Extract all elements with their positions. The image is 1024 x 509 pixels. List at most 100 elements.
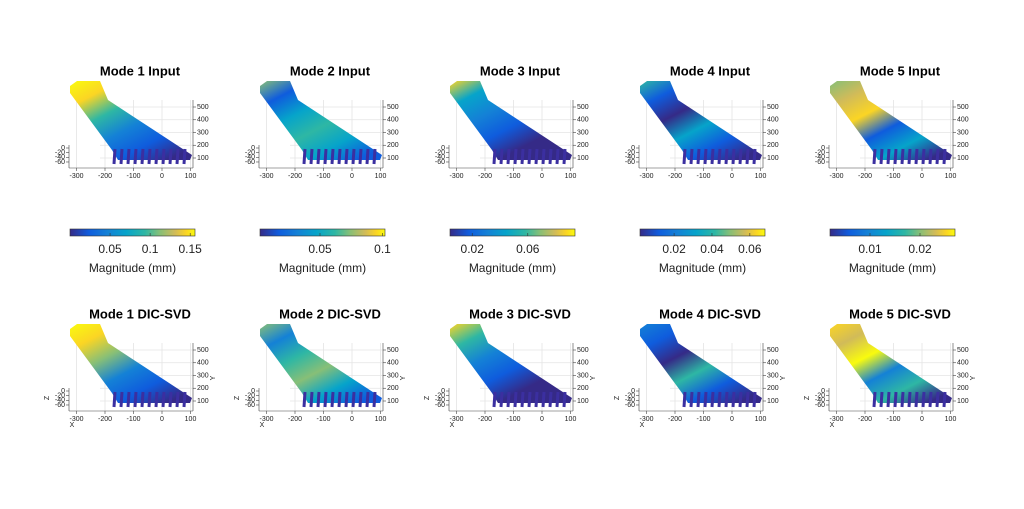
rib xyxy=(752,391,757,408)
x-tick-label: -300 xyxy=(69,173,83,180)
rib xyxy=(548,148,553,165)
x-tick-label: 100 xyxy=(945,173,957,180)
rib xyxy=(738,148,743,165)
rib xyxy=(372,391,377,408)
rib xyxy=(309,391,314,408)
surface xyxy=(640,81,762,160)
y-tick-label: 400 xyxy=(957,360,969,367)
x-tick-label: 0 xyxy=(920,416,924,423)
y-tick-label: 300 xyxy=(197,129,209,136)
x-tick-label: 100 xyxy=(185,173,197,180)
x-tick-label: -300 xyxy=(449,173,463,180)
x-tick-label: 0 xyxy=(160,416,164,423)
x-tick-label: 0 xyxy=(540,416,544,423)
x-axis-label: X xyxy=(260,422,265,429)
x-tick-label: 100 xyxy=(375,173,387,180)
rib xyxy=(182,148,187,165)
y-tick-label: 400 xyxy=(197,360,209,367)
x-tick-label: 0 xyxy=(730,173,734,180)
x-tick-label: 0 xyxy=(920,173,924,180)
z-tick-label: -60 xyxy=(245,159,255,166)
rib xyxy=(133,148,138,165)
panel-title: Mode 2 Input xyxy=(290,63,371,78)
rib xyxy=(724,148,729,165)
colorbar-tick-label: 0.04 xyxy=(700,242,724,256)
y-tick-label: 200 xyxy=(957,142,969,149)
z-tick-label: -20 xyxy=(625,150,635,157)
rib xyxy=(302,148,307,165)
x-tick-label: -300 xyxy=(639,416,653,423)
x-tick-label: -200 xyxy=(858,416,872,423)
y-tick-label: 500 xyxy=(957,347,969,354)
rib xyxy=(907,148,912,165)
x-tick-label: -300 xyxy=(69,416,83,423)
z-tick-label: -60 xyxy=(435,402,445,409)
x-tick-label: -200 xyxy=(478,416,492,423)
x-tick-label: 100 xyxy=(185,416,197,423)
rib xyxy=(112,148,117,165)
rib xyxy=(133,391,138,408)
z-tick-label: 0 xyxy=(441,388,445,395)
colorbar-tick-label: 0.15 xyxy=(179,242,203,256)
rib xyxy=(513,391,518,408)
surface xyxy=(830,324,952,403)
z-tick-label: 0 xyxy=(251,388,255,395)
y-tick-label: 500 xyxy=(957,104,969,111)
y-tick-label: 200 xyxy=(387,142,399,149)
z-tick-label: -60 xyxy=(435,159,445,166)
x-tick-label: 100 xyxy=(375,416,387,423)
z-tick-label: -60 xyxy=(55,402,65,409)
rib xyxy=(140,391,145,408)
z-tick-label: -20 xyxy=(55,150,65,157)
rib xyxy=(928,391,933,408)
rib xyxy=(126,391,131,408)
colorbar xyxy=(69,228,196,237)
y-tick-label: 500 xyxy=(197,104,209,111)
rib xyxy=(182,391,187,408)
x-tick-label: 0 xyxy=(160,173,164,180)
z-tick-label: -40 xyxy=(815,397,825,404)
rib xyxy=(520,148,525,165)
colorbar-tick-label: 0.05 xyxy=(308,242,332,256)
colorbar xyxy=(259,228,386,237)
z-tick-label: 0 xyxy=(61,388,65,395)
rib xyxy=(562,391,567,408)
z-tick-label: -60 xyxy=(815,402,825,409)
colorbar-tick-label: 0.02 xyxy=(461,242,485,256)
y-tick-label: 400 xyxy=(577,360,589,367)
rib xyxy=(147,391,152,408)
y-tick-label: 200 xyxy=(197,142,209,149)
y-tick-label: 300 xyxy=(767,129,779,136)
rib xyxy=(900,391,905,408)
rib xyxy=(499,391,504,408)
rib xyxy=(527,391,532,408)
colorbar-tick-label: 0.01 xyxy=(858,242,882,256)
y-tick-label: 200 xyxy=(957,385,969,392)
x-tick-label: 100 xyxy=(755,173,767,180)
y-axis-label: Y xyxy=(400,375,407,380)
rib xyxy=(358,148,363,165)
rib xyxy=(879,391,884,408)
rib xyxy=(935,391,940,408)
rib xyxy=(710,148,715,165)
y-tick-label: 400 xyxy=(197,117,209,124)
x-axis-label: X xyxy=(70,422,75,429)
rib xyxy=(886,391,891,408)
y-tick-label: 400 xyxy=(387,360,399,367)
x-tick-label: -300 xyxy=(829,173,843,180)
rib xyxy=(689,391,694,408)
x-tick-label: -200 xyxy=(288,416,302,423)
panel-title: Mode 3 DIC-SVD xyxy=(469,306,571,321)
surface xyxy=(260,81,382,160)
x-tick-label: -100 xyxy=(506,416,520,423)
y-tick-label: 200 xyxy=(577,142,589,149)
x-tick-label: -100 xyxy=(886,173,900,180)
rib xyxy=(914,391,919,408)
rib xyxy=(175,148,180,165)
rib xyxy=(372,148,377,165)
rib xyxy=(541,148,546,165)
rib xyxy=(872,148,877,165)
y-tick-label: 100 xyxy=(387,398,399,405)
y-tick-label: 300 xyxy=(957,372,969,379)
rib xyxy=(365,391,370,408)
